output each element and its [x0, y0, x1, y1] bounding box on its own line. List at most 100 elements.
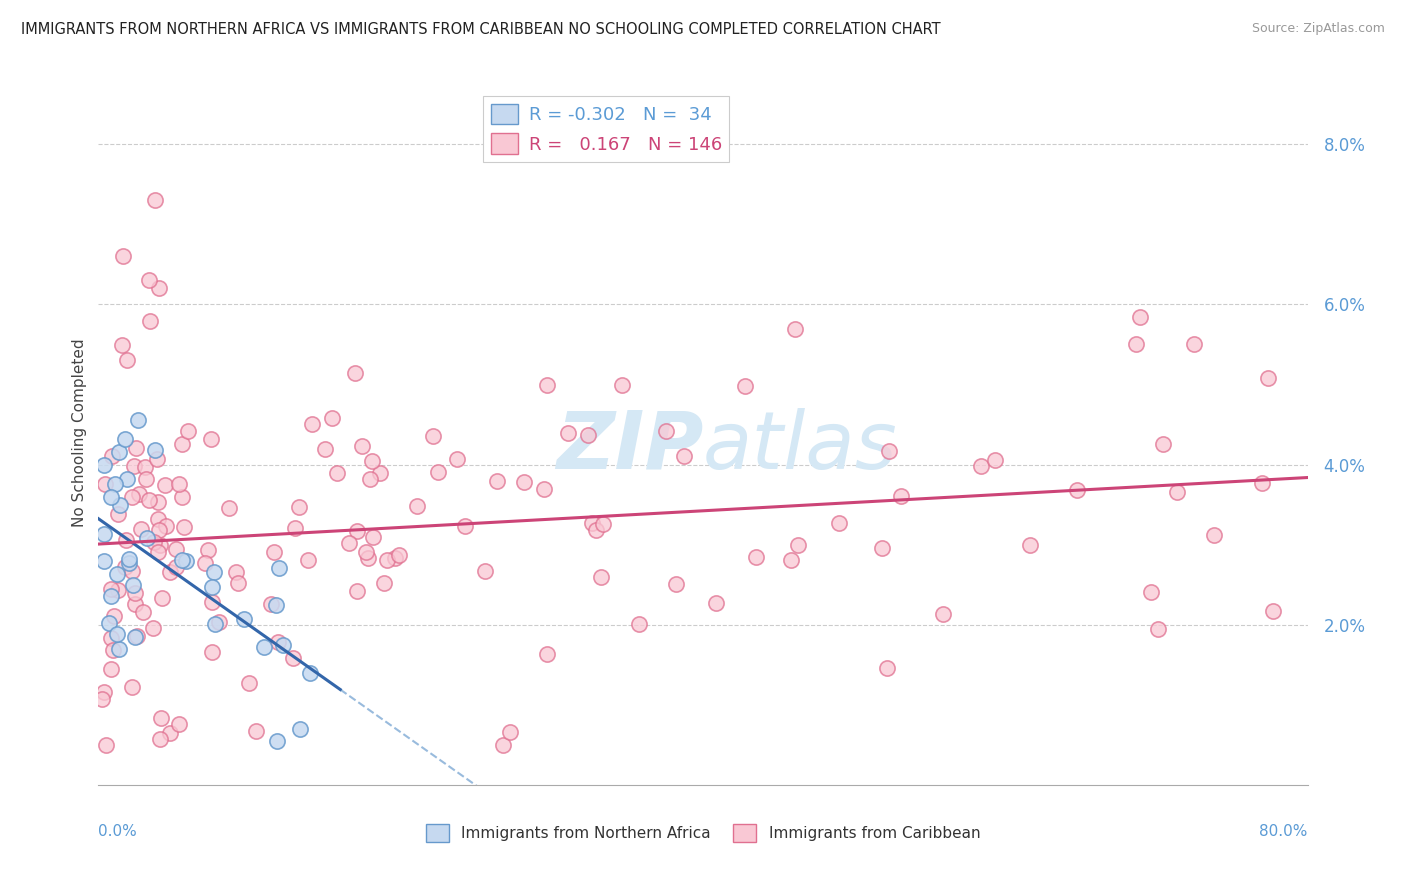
Point — [238, 676, 260, 690]
Point — [204, 617, 226, 632]
Point — [536, 377, 558, 392]
Point — [93, 527, 115, 541]
Point — [1125, 337, 1147, 351]
Point — [271, 638, 294, 652]
Point — [314, 442, 336, 457]
Point — [124, 585, 146, 599]
Point — [359, 472, 381, 486]
Point — [1018, 538, 1040, 552]
Point — [354, 544, 377, 558]
Point — [146, 512, 169, 526]
Point — [253, 640, 276, 654]
Point — [138, 273, 160, 287]
Point — [984, 452, 1007, 467]
Point — [165, 541, 187, 556]
Point — [787, 539, 810, 553]
Point — [148, 545, 170, 559]
Point — [114, 560, 136, 574]
Point — [148, 538, 170, 552]
Point — [267, 635, 290, 649]
Point — [779, 553, 801, 567]
Point — [734, 379, 756, 393]
Point — [208, 615, 231, 630]
Point — [499, 725, 522, 739]
Point — [284, 521, 307, 535]
Point — [1140, 585, 1163, 599]
Point — [100, 632, 122, 646]
Point — [96, 738, 118, 752]
Point — [150, 591, 173, 606]
Point — [346, 583, 368, 598]
Point — [132, 605, 155, 619]
Point — [159, 726, 181, 740]
Point — [299, 665, 322, 680]
Point — [143, 535, 166, 549]
Point — [197, 543, 219, 558]
Point — [104, 477, 127, 491]
Point — [260, 597, 283, 611]
Point — [1257, 371, 1279, 385]
Point — [233, 612, 256, 626]
Point — [326, 466, 349, 480]
Point — [665, 577, 688, 591]
Point — [91, 692, 114, 706]
Point — [105, 626, 128, 640]
Point — [360, 454, 382, 468]
Point — [94, 477, 117, 491]
Point — [108, 444, 131, 458]
Point — [375, 553, 398, 567]
Point — [124, 597, 146, 611]
Point — [122, 578, 145, 592]
Point — [169, 717, 191, 731]
Point — [592, 516, 614, 531]
Point — [122, 458, 145, 473]
Point — [142, 621, 165, 635]
Point — [536, 647, 558, 661]
Point — [107, 582, 129, 597]
Point — [427, 465, 450, 479]
Point — [93, 685, 115, 699]
Point — [828, 516, 851, 531]
Point — [201, 580, 224, 594]
Point — [343, 366, 366, 380]
Point — [1263, 604, 1285, 618]
Point — [100, 582, 122, 596]
Text: Source: ZipAtlas.com: Source: ZipAtlas.com — [1251, 22, 1385, 36]
Point — [93, 458, 115, 473]
Point — [121, 680, 143, 694]
Point — [127, 413, 149, 427]
Point — [125, 442, 148, 456]
Point — [655, 424, 678, 438]
Point — [117, 353, 139, 368]
Point — [124, 630, 146, 644]
Point — [1152, 437, 1174, 451]
Point — [121, 564, 143, 578]
Point — [150, 710, 173, 724]
Point — [115, 533, 138, 547]
Point — [125, 629, 148, 643]
Point — [105, 566, 128, 581]
Point — [783, 322, 806, 336]
Point — [388, 548, 411, 562]
Point — [193, 556, 215, 570]
Text: IMMIGRANTS FROM NORTHERN AFRICA VS IMMIGRANTS FROM CARIBBEAN NO SCHOOLING COMPLE: IMMIGRANTS FROM NORTHERN AFRICA VS IMMIG… — [21, 22, 941, 37]
Point — [453, 518, 475, 533]
Point — [297, 553, 319, 567]
Point — [108, 498, 131, 512]
Point — [704, 596, 727, 610]
Text: atlas: atlas — [703, 408, 898, 486]
Point — [1166, 484, 1188, 499]
Point — [245, 723, 267, 738]
Point — [136, 531, 159, 545]
Point — [114, 432, 136, 446]
Point — [129, 522, 152, 536]
Point — [321, 411, 343, 425]
Point — [226, 576, 249, 591]
Point — [557, 426, 579, 441]
Y-axis label: No Schooling Completed: No Schooling Completed — [72, 338, 87, 527]
Point — [148, 281, 170, 295]
Point — [585, 523, 607, 537]
Point — [281, 651, 304, 665]
Point — [202, 566, 225, 580]
Point — [1147, 622, 1170, 636]
